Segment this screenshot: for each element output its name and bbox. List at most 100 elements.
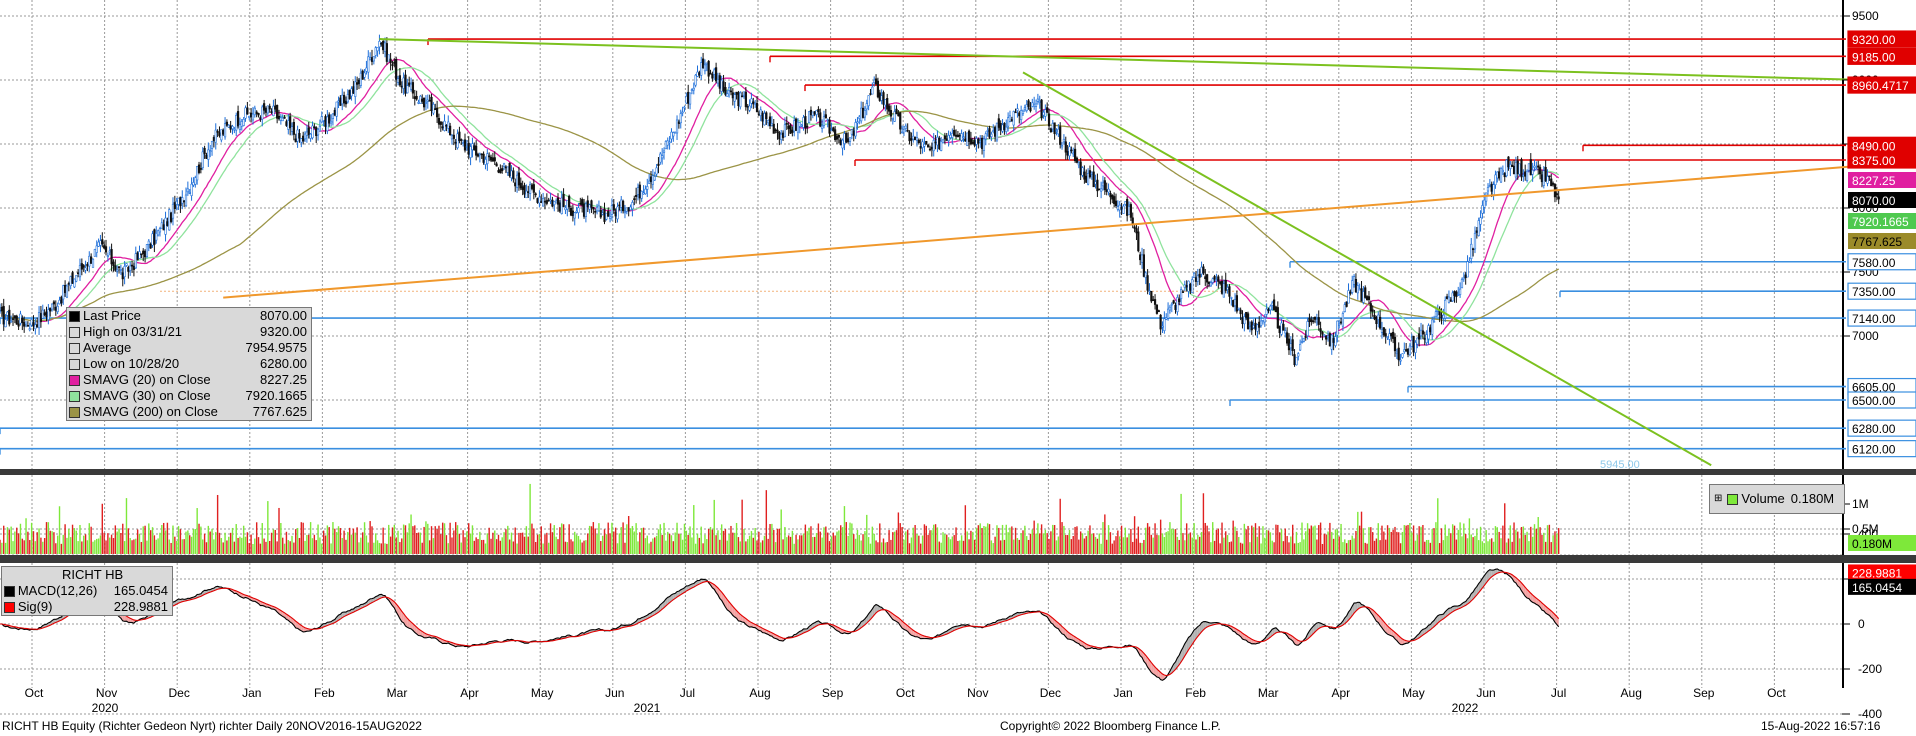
candle-body [1343, 304, 1346, 312]
candle-body [921, 141, 924, 148]
candle-body [119, 269, 122, 271]
volume-bar [414, 525, 416, 554]
volume-bar [1548, 524, 1551, 554]
candle-body [1088, 170, 1092, 178]
candle-body [510, 170, 513, 179]
volume-bar [840, 525, 842, 554]
macd-fill [418, 628, 421, 636]
volume-bar [453, 530, 455, 554]
candle-body [1060, 145, 1064, 148]
candle-body [592, 207, 595, 210]
volume-bar [860, 540, 862, 554]
candle-body [787, 125, 790, 129]
volume-bar [1323, 533, 1326, 554]
price-tag-label: 6280.00 [1852, 422, 1896, 436]
candle-body [197, 164, 201, 173]
candle-body [158, 228, 162, 233]
volume-bar [1303, 539, 1305, 554]
candle-body [1440, 314, 1443, 319]
volume-bar [261, 523, 263, 554]
volume-bar [655, 535, 658, 554]
y-tick-label: -200 [1858, 662, 1882, 676]
volume-bar [544, 534, 546, 554]
legend-value: 6280.00 [260, 356, 307, 371]
volume-bar [393, 524, 396, 554]
volume-bar [1068, 530, 1071, 554]
macd-fill [1541, 602, 1544, 611]
volume-bar [451, 537, 453, 554]
candle-body [99, 240, 102, 246]
volume-bar [17, 533, 20, 554]
candle-body [612, 204, 615, 211]
volume-bar [561, 523, 563, 554]
legend-expand-icon[interactable]: ⊞ [1714, 493, 1723, 504]
volume-bar [1104, 514, 1106, 554]
volume-bar [322, 530, 325, 554]
candle-body [949, 134, 952, 138]
candle-body [1142, 254, 1145, 277]
volume-bar [1344, 539, 1346, 554]
candle-body [1196, 275, 1199, 282]
candle-body [768, 116, 772, 127]
candle-body [1310, 319, 1313, 323]
volume-bar [1463, 523, 1465, 554]
volume-bar [246, 532, 249, 554]
volume-bar [8, 529, 10, 554]
volume-bar [999, 540, 1002, 554]
volume-bar [862, 534, 864, 554]
volume-bar [700, 526, 702, 554]
candle-body [811, 111, 814, 116]
candle-body [794, 118, 798, 131]
candle-body [954, 134, 958, 137]
volume-bar [627, 516, 630, 554]
candle-body [454, 141, 457, 144]
volume-bar [1094, 536, 1097, 554]
macd-fill [1190, 633, 1193, 648]
volume-bar [1290, 536, 1292, 554]
volume-bar [250, 534, 252, 554]
candle-body [1457, 294, 1460, 296]
candle-body [1423, 338, 1426, 340]
candle-body [1129, 204, 1132, 218]
volume-bar [1483, 543, 1485, 554]
macd-fill [1489, 569, 1492, 579]
candle-body [465, 146, 468, 148]
candle-body [964, 138, 967, 142]
volume-bar [425, 521, 427, 554]
volume-bar [73, 528, 76, 554]
volume-bar [484, 543, 487, 554]
candle-body [807, 111, 811, 123]
candle-body [616, 206, 619, 220]
candle-body [1300, 341, 1304, 343]
candle-body [1373, 315, 1376, 320]
volume-bar [1081, 533, 1084, 554]
volume-bar [4, 542, 7, 554]
candle-body [354, 81, 357, 97]
volume-bar [893, 531, 896, 554]
volume-bar [3, 525, 5, 554]
volume-bar [1247, 525, 1249, 554]
candle-body [486, 153, 489, 164]
candle-body [374, 47, 377, 56]
candle-body [1280, 322, 1283, 335]
candle-body [170, 212, 173, 222]
volume-bar [505, 529, 507, 554]
candle-body [192, 182, 195, 186]
candle-body [1445, 296, 1449, 299]
volume-bar [607, 522, 609, 554]
candle-body [569, 207, 573, 216]
candle-body [1477, 220, 1480, 236]
candle-body [186, 188, 189, 193]
candle-body [1194, 277, 1198, 282]
x-tick-label: May [1402, 686, 1425, 700]
volume-bar [1280, 529, 1283, 554]
candle-body [709, 72, 712, 75]
volume-bar [468, 523, 470, 554]
macd-fill [859, 621, 862, 630]
candle-body [145, 244, 149, 257]
candle-body [1427, 325, 1430, 340]
macd-legend-row: MACD(12,26) 165.0454 [2, 583, 172, 599]
candle-body [560, 197, 563, 214]
volume-bar [624, 542, 626, 554]
